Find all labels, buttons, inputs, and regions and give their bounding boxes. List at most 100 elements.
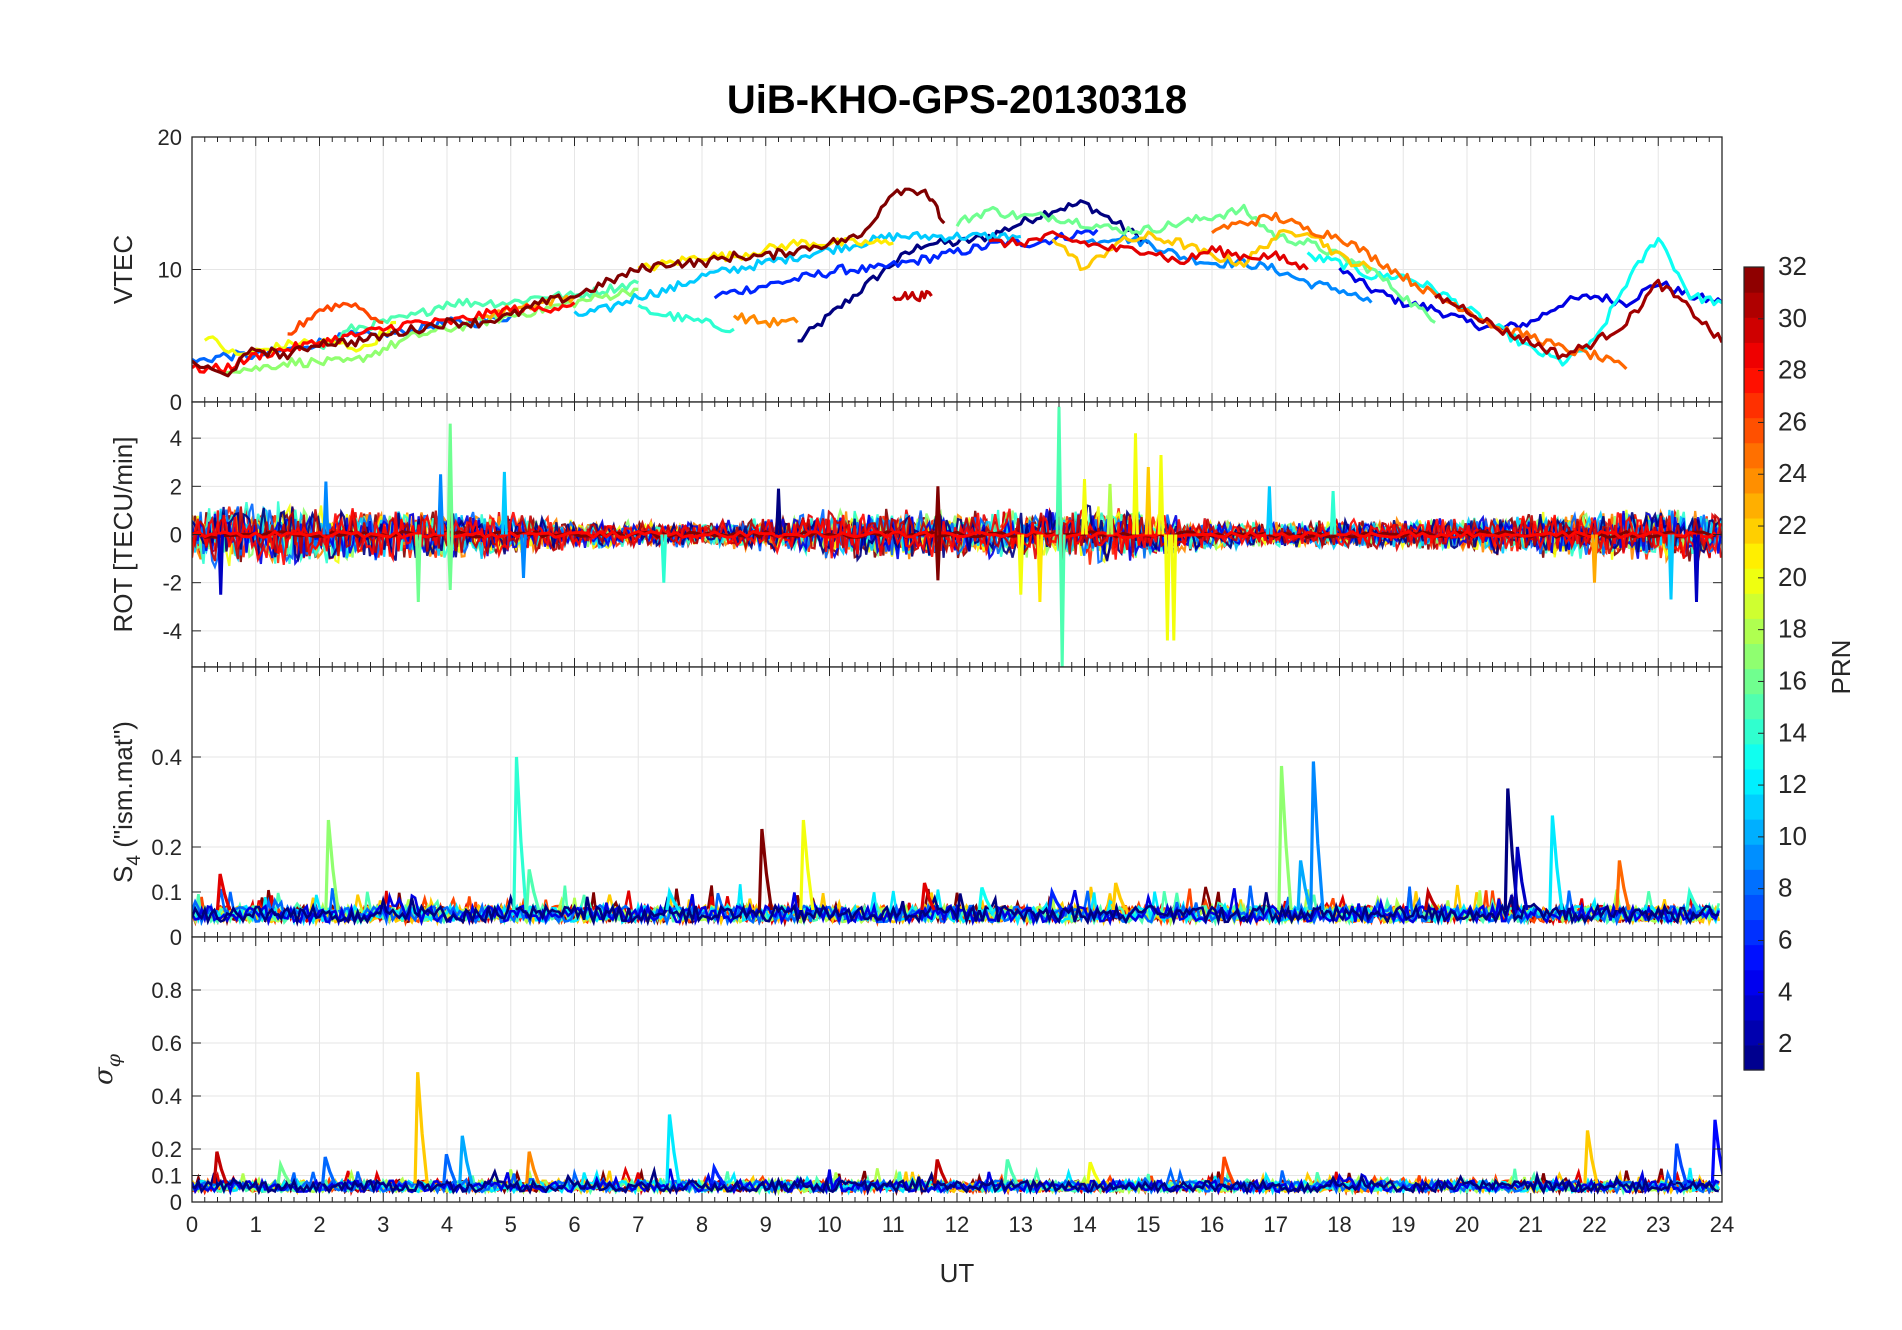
- s4-spike: [977, 886, 993, 911]
- x-axis-label: UT: [940, 1258, 975, 1288]
- y-tick-label: 0.2: [151, 1137, 182, 1162]
- y-tick-label: 0.2: [151, 835, 182, 860]
- y-axis-label-sub: 4: [124, 855, 145, 866]
- colorbar-swatch: [1744, 819, 1764, 845]
- rot-series-prn-28: [192, 529, 1717, 540]
- rot-spike: [934, 534, 942, 581]
- colorbar-tick-label: 8: [1778, 873, 1792, 903]
- colorbar-swatch: [1744, 743, 1764, 770]
- colorbar-tick-label: 22: [1778, 510, 1807, 540]
- rot-series-prn-30: [192, 506, 1722, 562]
- rot-spike: [446, 423, 454, 535]
- s4-series-prn-1: [192, 892, 1720, 927]
- colorbar-swatch: [1744, 1019, 1764, 1046]
- s4-spike: [525, 869, 541, 911]
- rot-spike: [520, 534, 527, 578]
- s4-spike: [1685, 886, 1701, 911]
- s4-spike: [1111, 882, 1127, 911]
- rot-spike: [1329, 491, 1337, 535]
- colorbar-swatch: [1744, 467, 1764, 494]
- colorbar-swatch: [1744, 869, 1764, 895]
- x-tick-label: 14: [1072, 1212, 1096, 1237]
- vtec-series-prn-20: [203, 320, 397, 357]
- colorbar-swatch: [1744, 969, 1764, 996]
- x-tick-label: 15: [1136, 1212, 1160, 1237]
- y-tick-label: -4: [162, 619, 182, 644]
- vtec-series-prn-16: [955, 203, 1436, 324]
- y-tick-label: 2: [170, 474, 182, 499]
- rot-spike: [1036, 534, 1044, 603]
- x-tick-label: 5: [505, 1212, 517, 1237]
- sigma-phi-spike: [413, 1072, 429, 1184]
- rot-series-prn-4: [192, 508, 1722, 566]
- colorbar-swatch: [1744, 643, 1764, 670]
- y-axis-label-main: σ: [89, 1066, 119, 1085]
- vtec-series-prn-14: [637, 303, 735, 334]
- s4-spike: [920, 882, 936, 911]
- colorbar-tick-label: 12: [1778, 769, 1807, 799]
- colorbar-label: PRN: [1826, 640, 1856, 695]
- colorbar-tick-label: 6: [1778, 924, 1792, 954]
- y-tick-label: 0.1: [151, 880, 182, 905]
- chart-title: UiB-KHO-GPS-20130318: [727, 78, 1187, 122]
- x-tick-label: 0: [186, 1212, 198, 1237]
- rot-spike: [1591, 534, 1598, 583]
- y-tick-label: 0: [170, 925, 182, 950]
- colorbar-swatch: [1744, 568, 1764, 594]
- s4-spike: [1615, 860, 1631, 911]
- colorbar-frame: [1743, 266, 1765, 1071]
- vtec-series-prn-29: [988, 230, 1309, 271]
- x-tick-label: 24: [1710, 1212, 1734, 1237]
- colorbar-tick-label: 24: [1778, 458, 1807, 488]
- x-tick-label: 2: [313, 1212, 325, 1237]
- y-axis-label-sub: φ: [103, 1053, 125, 1067]
- colorbar-swatch: [1744, 317, 1764, 343]
- rot-spike: [934, 486, 942, 535]
- x-tick-label: 10: [817, 1212, 841, 1237]
- y-axis-label-rest: ("ism.mat"): [108, 721, 138, 855]
- x-tick-label: 12: [945, 1212, 969, 1237]
- colorbar-swatch: [1744, 1044, 1764, 1071]
- rot-spike: [217, 534, 225, 595]
- sigma-phi-spike: [276, 1159, 292, 1185]
- s4-spike: [757, 828, 774, 911]
- colorbar-swatch: [1744, 894, 1764, 921]
- vtec-series-prn-24: [732, 312, 799, 329]
- colorbar-swatch: [1744, 919, 1764, 946]
- sigma-phi-spike: [458, 1135, 474, 1184]
- colorbar-swatch: [1744, 292, 1764, 318]
- y-tick-label: 0: [170, 1190, 182, 1215]
- x-tick-label: 7: [632, 1212, 644, 1237]
- vtec-series-prn-32: [192, 187, 946, 378]
- y-tick-label: 0: [170, 523, 182, 548]
- y-axis-label: S4 ("ism.mat"): [108, 721, 145, 883]
- data-layer: [192, 187, 1722, 378]
- colorbar-swatch: [1744, 944, 1764, 971]
- s4-spike: [1548, 815, 1564, 911]
- vtec-series-prn-4: [1338, 267, 1722, 332]
- rot-spike: [1132, 433, 1139, 535]
- colorbar-swatch: [1744, 844, 1764, 870]
- sigma-phi-series-prn-1: [192, 1165, 1719, 1197]
- x-tick-label: 17: [1264, 1212, 1288, 1237]
- data-layer: [192, 1072, 1722, 1197]
- s4-spike: [1424, 886, 1440, 911]
- rot-spike: [1693, 534, 1700, 603]
- colorbar-tick-label: 4: [1778, 976, 1792, 1006]
- y-tick-label: 20: [158, 125, 182, 150]
- x-ticks: [191, 137, 1723, 402]
- x-tick-label: 21: [1519, 1212, 1543, 1237]
- colorbar-swatch: [1744, 417, 1764, 444]
- panel-3: 00.10.20.4S4 ("ism.mat"): [108, 666, 1723, 950]
- sigma-phi-spike: [1086, 1161, 1102, 1185]
- rot-spike: [660, 534, 668, 583]
- vtec-series-prn-21: [637, 237, 894, 272]
- y-axis-label: σφ: [89, 1053, 125, 1085]
- sigma-phi-spike: [442, 1153, 458, 1185]
- x-tick-label: 4: [441, 1212, 453, 1237]
- colorbar-tick-label: 10: [1778, 821, 1807, 851]
- colorbar-tick-label: 14: [1778, 717, 1807, 747]
